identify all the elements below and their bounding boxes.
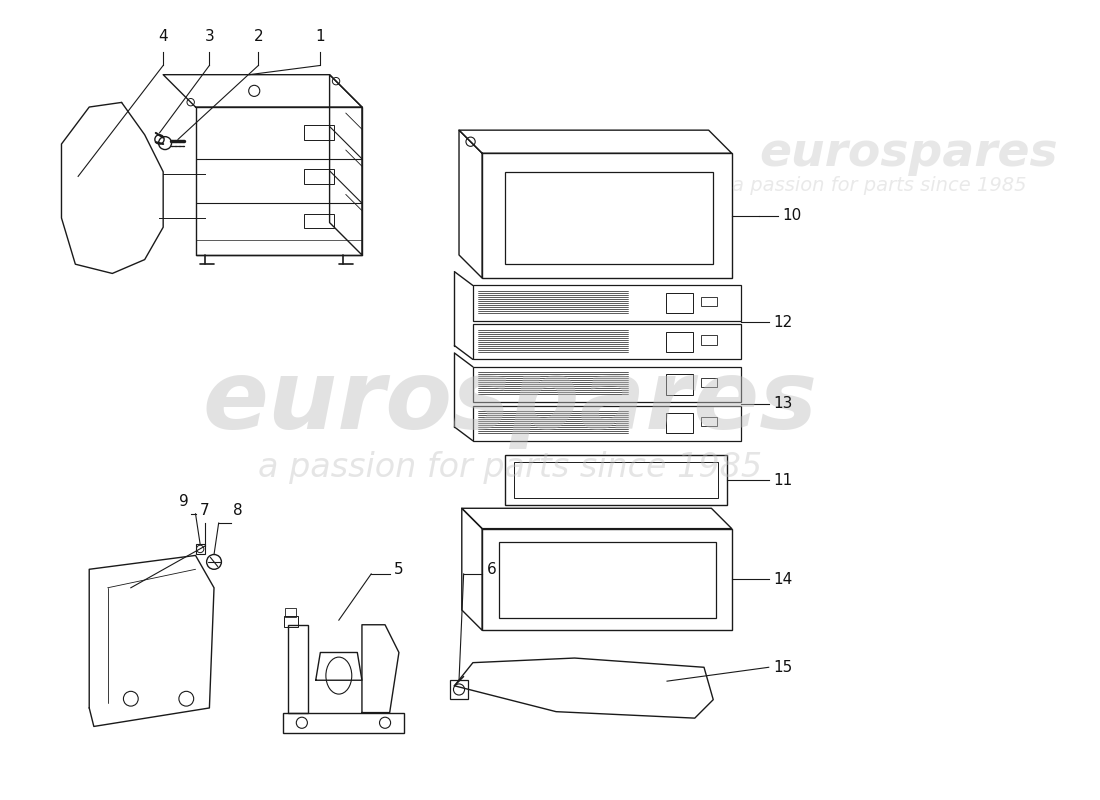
- Bar: [498, 542, 716, 618]
- Text: 7: 7: [200, 503, 210, 518]
- Bar: [482, 529, 732, 630]
- Text: 6: 6: [487, 562, 496, 577]
- Text: 2: 2: [254, 29, 263, 44]
- Bar: [473, 324, 741, 359]
- Bar: [505, 172, 713, 264]
- Bar: [473, 406, 741, 441]
- Bar: [666, 374, 693, 394]
- Bar: [450, 680, 469, 698]
- Bar: [304, 125, 333, 139]
- Bar: [304, 169, 333, 184]
- Bar: [666, 332, 693, 352]
- Text: 12: 12: [773, 315, 793, 330]
- Bar: [701, 378, 717, 387]
- Bar: [304, 214, 333, 228]
- Text: 10: 10: [782, 208, 802, 223]
- Bar: [666, 293, 693, 314]
- Text: 5: 5: [394, 562, 404, 577]
- Text: 14: 14: [773, 572, 793, 587]
- Text: 3: 3: [205, 29, 214, 44]
- Bar: [284, 615, 298, 626]
- Bar: [284, 713, 404, 733]
- Bar: [473, 367, 741, 402]
- Text: a passion for parts since 1985: a passion for parts since 1985: [732, 176, 1026, 195]
- Bar: [196, 544, 205, 554]
- Text: eurospares: eurospares: [202, 356, 817, 450]
- Bar: [701, 335, 717, 345]
- Bar: [473, 286, 741, 321]
- Text: 9: 9: [179, 494, 189, 509]
- Bar: [515, 462, 718, 498]
- Bar: [285, 608, 296, 618]
- Bar: [196, 107, 362, 255]
- Text: 1: 1: [316, 29, 326, 44]
- Bar: [505, 454, 727, 506]
- Bar: [288, 625, 308, 713]
- Bar: [482, 154, 732, 278]
- Text: 13: 13: [773, 396, 793, 411]
- Text: a passion for parts since 1985: a passion for parts since 1985: [257, 451, 762, 484]
- Text: 8: 8: [232, 503, 242, 518]
- Bar: [666, 413, 693, 434]
- Text: 11: 11: [773, 473, 793, 487]
- Text: 4: 4: [158, 29, 168, 44]
- Bar: [701, 297, 717, 306]
- Bar: [701, 417, 717, 426]
- Text: 15: 15: [773, 660, 793, 674]
- Text: eurospares: eurospares: [759, 130, 1058, 176]
